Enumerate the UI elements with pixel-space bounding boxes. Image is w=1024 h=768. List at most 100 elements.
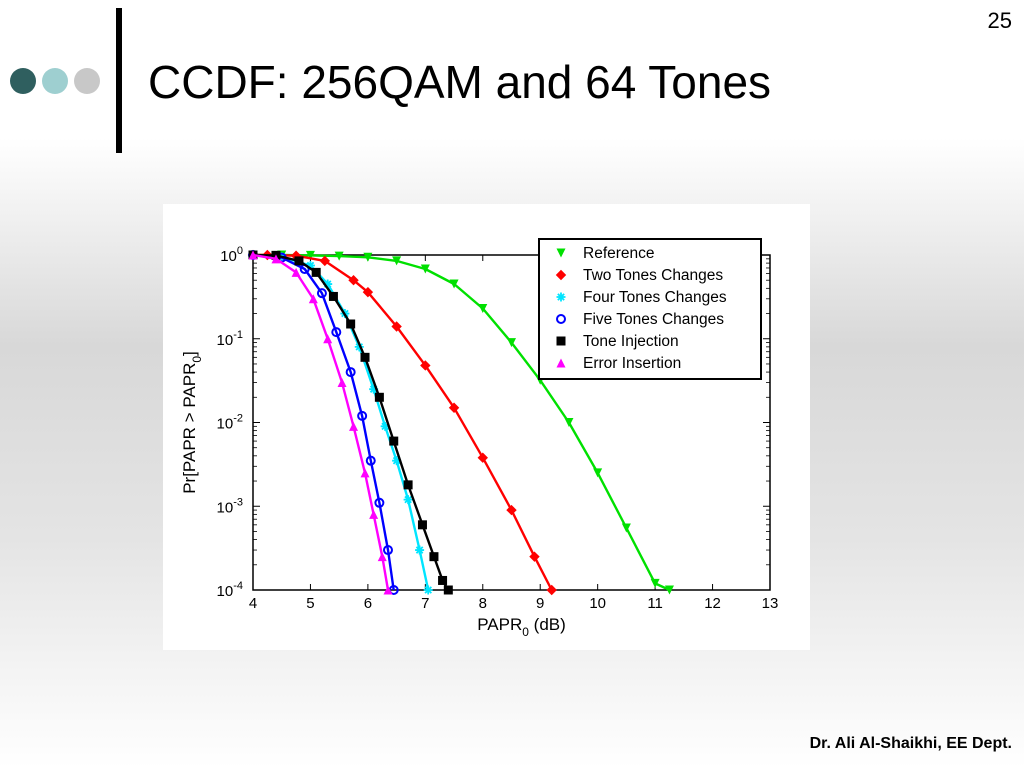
legend-label-3: Five Tones Changes bbox=[583, 311, 724, 328]
series-0-point bbox=[507, 338, 516, 348]
series-5-point bbox=[349, 421, 359, 431]
series-2-point bbox=[415, 545, 425, 555]
y-tick-label: 10-1 bbox=[217, 329, 243, 349]
x-tick-label: 11 bbox=[647, 595, 663, 612]
series-0-point bbox=[449, 279, 459, 289]
series-0-point bbox=[478, 303, 488, 313]
legend-label-5: Error Insertion bbox=[583, 355, 681, 372]
y-tick-label: 10-3 bbox=[217, 496, 243, 516]
chart-figure: 4 5 6 7 8 9 10 11 12 13 100 10-1 10-2 10-3 10-4 PAPR0 (… bbox=[163, 204, 810, 650]
x-tick-label: 12 bbox=[704, 595, 721, 612]
series-2-point bbox=[380, 421, 390, 431]
x-tick-label: 13 bbox=[762, 595, 779, 612]
series-3-point bbox=[357, 410, 368, 421]
series-0-point bbox=[305, 250, 315, 260]
series-1-point bbox=[391, 321, 402, 332]
ccdf-chart: 4 5 6 7 8 9 10 11 12 13 100 10-1 10-2 10-3 10-4 PAPR0 (… bbox=[180, 238, 779, 639]
x-tick-label: 5 bbox=[306, 595, 314, 612]
series-4-point bbox=[429, 552, 439, 562]
series-2-point bbox=[369, 384, 379, 394]
series-4-point bbox=[403, 480, 413, 490]
series-1-point bbox=[448, 402, 460, 413]
series-4-point bbox=[443, 585, 453, 595]
series-4-point bbox=[294, 256, 304, 266]
series-3-point bbox=[382, 545, 393, 556]
series-5-point bbox=[377, 552, 387, 562]
series-2-point bbox=[305, 260, 315, 270]
slide-title: CCDF: 256QAM and 64 Tones bbox=[148, 56, 772, 108]
legend-marker-3 bbox=[556, 314, 566, 324]
series-4-point bbox=[374, 392, 384, 402]
x-axis-label: PAPR0 (dB) bbox=[477, 615, 566, 639]
series-5-point bbox=[369, 509, 379, 519]
series-1-point bbox=[420, 360, 431, 371]
series-0-point bbox=[564, 418, 574, 427]
x-tick-label: 6 bbox=[364, 595, 372, 612]
series-4-point bbox=[328, 291, 338, 301]
legend-label-4: Tone Injection bbox=[583, 333, 679, 350]
series-3-point bbox=[365, 455, 376, 466]
series-3-point bbox=[316, 288, 327, 299]
series-4-point bbox=[346, 319, 356, 329]
legend-box bbox=[538, 238, 762, 380]
series-0-point bbox=[593, 468, 603, 478]
series-3-point bbox=[331, 327, 342, 338]
series-2-point bbox=[392, 456, 402, 466]
series-1-point bbox=[362, 286, 374, 298]
decoration-dots bbox=[10, 68, 100, 94]
decoration-dot-dark bbox=[10, 68, 36, 94]
series-0-point bbox=[420, 264, 430, 274]
footer-credit: Dr. Ali Al-Shaikhi, EE Dept. bbox=[809, 735, 1012, 752]
legend-label-2: Four Tones Changes bbox=[583, 289, 727, 306]
series-5-point bbox=[383, 585, 393, 595]
series-4-point bbox=[311, 267, 321, 277]
series-2-point bbox=[423, 585, 433, 595]
series-5-point bbox=[323, 334, 333, 344]
series-1-point bbox=[546, 584, 557, 596]
series-3-point bbox=[345, 367, 356, 378]
x-tick-label: 9 bbox=[536, 595, 544, 612]
legend-marker-4 bbox=[556, 336, 566, 346]
series-2-point bbox=[323, 279, 333, 289]
series-1-point bbox=[529, 551, 540, 562]
series-5-point bbox=[337, 378, 347, 388]
legend-marker-1 bbox=[555, 269, 567, 281]
series-0-point bbox=[334, 251, 344, 261]
x-tick-label: 4 bbox=[249, 595, 257, 612]
series-0-point bbox=[650, 578, 660, 588]
x-tick-label: 10 bbox=[589, 595, 606, 612]
series-5-point bbox=[291, 267, 301, 277]
series-4-point bbox=[438, 575, 448, 585]
series-4-point bbox=[360, 352, 370, 362]
legend-label-0: Reference bbox=[583, 245, 655, 262]
decoration-dot-gray bbox=[74, 68, 100, 94]
legend-marker-2 bbox=[556, 292, 566, 302]
series-5-point bbox=[271, 254, 281, 264]
series-3-point bbox=[374, 497, 385, 508]
x-tick-label: 7 bbox=[421, 595, 429, 612]
decoration-dot-light bbox=[42, 68, 68, 94]
series-1-point bbox=[348, 275, 359, 286]
y-tick-label: 10-2 bbox=[217, 413, 243, 433]
series-1-point bbox=[477, 452, 488, 463]
y-tick-label: 10-4 bbox=[217, 580, 243, 600]
y-tick-label: 100 bbox=[220, 245, 243, 265]
y-axis-label: Pr[PAPR > PAPR0] bbox=[180, 351, 204, 494]
series-0-point bbox=[363, 252, 373, 262]
legend-marker-0 bbox=[556, 248, 566, 258]
legend-label-1: Two Tones Changes bbox=[583, 267, 723, 284]
series-5-point bbox=[360, 468, 370, 478]
series-2-point bbox=[403, 495, 413, 505]
series-1-point bbox=[319, 255, 331, 267]
series-0-point bbox=[621, 523, 631, 533]
title-divider bbox=[116, 8, 122, 153]
slide-number: 25 bbox=[987, 8, 1012, 33]
series-4-point bbox=[417, 520, 427, 530]
legend-marker-5 bbox=[556, 358, 566, 368]
series-1-point bbox=[506, 504, 517, 516]
x-tick-label: 8 bbox=[479, 595, 487, 612]
series-4-point bbox=[389, 436, 399, 446]
series-5-point bbox=[248, 250, 258, 260]
series-5-point bbox=[308, 294, 318, 304]
series-0-point bbox=[392, 256, 402, 266]
